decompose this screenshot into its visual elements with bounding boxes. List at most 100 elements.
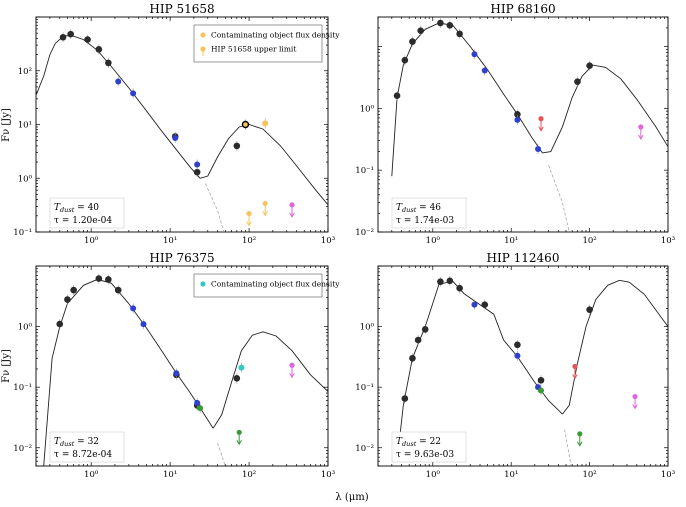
tdust-text: Tdust = 32 (54, 437, 99, 448)
legend-box (193, 273, 323, 298)
x-tick-label: 10¹ (504, 470, 518, 480)
upper-limit-arrowhead (246, 221, 252, 227)
data-point-green (197, 405, 204, 412)
data-point-black (59, 33, 67, 41)
x-tick-label: 10³ (321, 470, 335, 480)
data-point-green_limit (236, 429, 242, 435)
data-point-black (414, 336, 422, 344)
data-point-black (409, 354, 416, 362)
y-tick-label: 10¹ (18, 121, 32, 131)
data-point-blue (514, 116, 521, 123)
upper-limit-arrowhead (289, 212, 295, 218)
data-point-cyan (238, 364, 245, 371)
stellar-model-curve (396, 280, 563, 462)
upper-limit-arrowhead (632, 404, 638, 410)
data-point-black (233, 375, 241, 382)
fit-annotation-box (391, 197, 467, 229)
data-point-black (84, 36, 91, 43)
y-tick-label: 10⁰ (360, 104, 375, 114)
tau-text: τ = 8.72e-04 (54, 450, 112, 460)
upper-limit-arrowhead (262, 211, 268, 217)
x-tick-label: 10⁰ (84, 236, 99, 246)
data-point-blue (194, 399, 201, 406)
data-point-blue (514, 352, 521, 359)
upper-limit-arrowhead (289, 373, 295, 379)
data-point-black (64, 296, 71, 303)
data-point-orange (262, 120, 269, 127)
data-point-black (67, 30, 74, 38)
tau-text: τ = 1.74e-03 (396, 216, 454, 226)
tdust-text: Tdust = 22 (396, 437, 441, 448)
panel-title: HIP 76375 (149, 251, 214, 265)
data-point-magenta_limit (289, 362, 295, 368)
data-point-magenta_limit (638, 124, 644, 130)
data-point-red_limit (572, 363, 578, 370)
data-point-blue (535, 145, 542, 152)
data-point-black (514, 341, 521, 349)
data-point-blue (471, 301, 478, 308)
x-tick-label: 10¹ (163, 470, 177, 480)
data-point-black (446, 22, 454, 29)
data-point-blue (130, 305, 137, 312)
legend-entry: Contaminating object flux density (211, 31, 340, 40)
panel-hip-51658: HIP 51658 10⁰ 10¹ 10² 10³ 10⁻¹ 10⁰ 10¹ 10² Tdust … (13, 2, 340, 246)
y-tick-label: 10⁻¹ (13, 228, 32, 238)
data-point-black (95, 46, 103, 53)
upper-limit-arrowhead (577, 441, 583, 447)
panel-title: HIP 112460 (487, 251, 560, 265)
data-point-blue (173, 370, 180, 377)
tdust-text: Tdust = 46 (396, 203, 441, 214)
data-point-orange_limit (246, 210, 252, 217)
combined-model-curve (562, 279, 668, 415)
data-point-black (417, 27, 424, 35)
y-tick-label: 10⁰ (18, 174, 33, 184)
y-tick-label: 10⁰ (360, 323, 375, 333)
data-point-green_limit (577, 431, 583, 437)
y-axis-label-bottom: Fν [Jy] (1, 349, 12, 383)
y-tick-label: 10⁻¹ (355, 383, 374, 393)
y-tick-label: 10⁻¹ (13, 383, 32, 393)
fit-annotation-box (49, 197, 125, 229)
data-point-orange (241, 120, 250, 129)
data-point-black (95, 275, 103, 282)
data-point-black (401, 395, 409, 402)
x-tick-label: 10¹ (504, 236, 518, 246)
y-axis-label-top: Fν [Jy] (1, 108, 12, 142)
data-point-blue (130, 90, 137, 97)
tau-text: τ = 9.63e-03 (396, 450, 454, 460)
data-point-black (421, 326, 429, 333)
fit-annotation-box (391, 431, 467, 463)
legend-entry: HIP 51658 upper limit (211, 45, 296, 54)
x-tick-label: 10³ (321, 236, 335, 246)
data-point-black (446, 277, 454, 285)
data-point-black (233, 142, 241, 150)
data-point-magenta_limit (289, 202, 295, 208)
data-point-black (393, 92, 401, 100)
upper-limit-arrowhead (538, 126, 544, 132)
data-point-black (456, 30, 463, 38)
data-point-green (538, 387, 545, 394)
panel-title: HIP 51658 (149, 2, 214, 16)
data-point-black (437, 19, 444, 27)
x-tick-label: 10⁰ (84, 470, 99, 480)
photosphere-dashed-curve (564, 429, 572, 466)
y-tick-label: 10⁻² (355, 444, 374, 454)
upper-limit-arrowhead (572, 374, 578, 380)
data-point-black (586, 306, 593, 313)
model-curves (396, 279, 668, 466)
y-tick-label: 10⁻² (13, 444, 32, 454)
x-tick-label: 10² (582, 236, 596, 246)
data-point-black (70, 286, 77, 294)
data-point-black (105, 276, 112, 283)
x-tick-label: 10⁰ (426, 236, 441, 246)
data-point-orange_limit (262, 200, 268, 207)
data-point-blue (194, 161, 201, 168)
plot-frame (377, 16, 669, 233)
upper-limit-arrowhead (638, 134, 644, 140)
legend-entry: Contaminating object flux density (211, 280, 340, 289)
tdust-text: Tdust = 40 (54, 203, 99, 214)
upper-limit-arrowhead (236, 440, 242, 446)
photosphere-dashed-curve (217, 442, 226, 466)
data-point-blue (140, 321, 147, 328)
tau-text: τ = 1.20e-04 (54, 216, 112, 226)
